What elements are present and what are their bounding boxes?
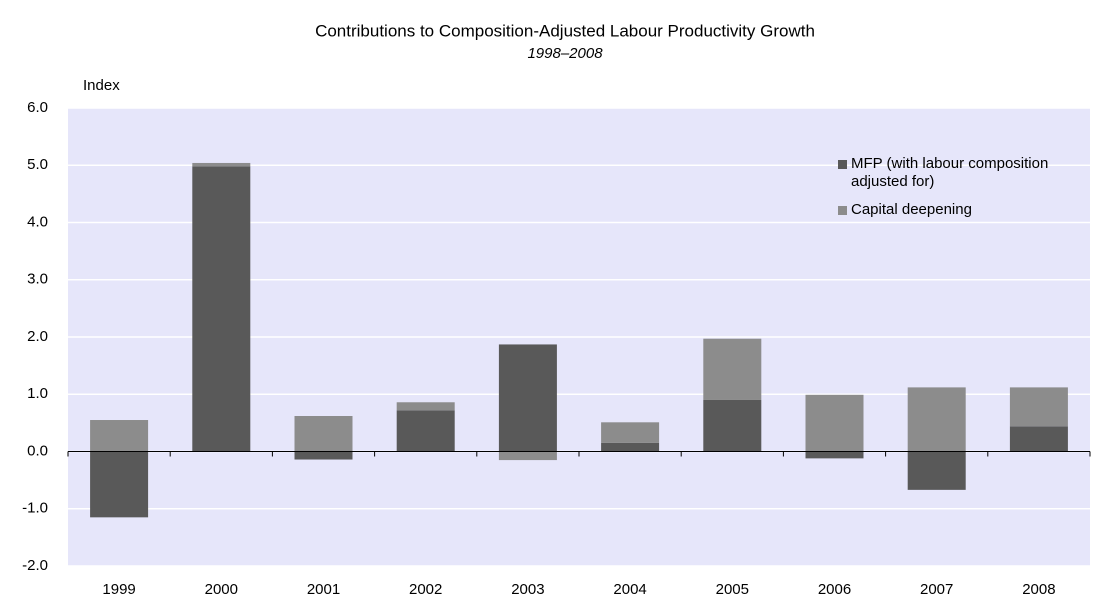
legend-label: Capital deepening	[851, 201, 972, 218]
bar-segment	[498, 451, 557, 461]
y-tick-label: -1.0	[22, 500, 48, 517]
bar-segment	[601, 442, 660, 452]
bar-segment	[90, 420, 149, 452]
legend: MFP (with labour composition adjusted fo…	[838, 155, 1068, 229]
bar-segment	[805, 394, 864, 452]
x-tick-label: 2002	[409, 581, 442, 598]
legend-swatch	[838, 206, 847, 215]
legend-item: Capital deepening	[838, 201, 1068, 219]
y-tick-label: -2.0	[22, 557, 48, 574]
x-tick-label: 2001	[307, 581, 340, 598]
bar-segment	[396, 402, 455, 411]
bar-segment	[294, 451, 353, 460]
y-tick-label: 4.0	[27, 213, 48, 230]
legend-swatch	[838, 160, 847, 169]
legend-label: MFP (with labour composition adjusted fo…	[851, 155, 1049, 190]
bar-segment	[703, 338, 762, 400]
y-tick-label: 0.0	[27, 442, 48, 459]
y-tick-label: 5.0	[27, 156, 48, 173]
y-tick-label: 6.0	[27, 99, 48, 116]
x-tick-label: 2008	[1022, 581, 1055, 598]
bar-segment	[192, 166, 251, 452]
bar-segment	[907, 387, 966, 452]
bar-segment	[90, 451, 149, 518]
x-tick-label: 2004	[613, 581, 646, 598]
bar-segment	[498, 344, 557, 452]
x-tick-label: 2006	[818, 581, 851, 598]
x-tick-label: 2000	[205, 581, 238, 598]
bar-segment	[396, 410, 455, 452]
y-axis-label: Index	[83, 77, 120, 94]
y-tick-label: 3.0	[27, 271, 48, 288]
x-tick-label: 2003	[511, 581, 544, 598]
chart-title: Contributions to Composition-Adjusted La…	[315, 21, 815, 40]
chart-subtitle: 1998–2008	[527, 45, 603, 62]
x-tick-label: 2007	[920, 581, 953, 598]
legend-item: MFP (with labour composition adjusted fo…	[838, 155, 1068, 191]
bar-segment	[1009, 387, 1068, 427]
bar-segment	[703, 399, 762, 452]
bar-segment	[294, 416, 353, 452]
bar-segment	[1009, 426, 1068, 452]
bar-segment	[601, 422, 660, 443]
x-tick-label: 1999	[102, 581, 135, 598]
y-tick-label: 2.0	[27, 328, 48, 345]
y-tick-label: 1.0	[27, 385, 48, 402]
bar-segment	[907, 451, 966, 490]
bar-segment	[805, 451, 864, 459]
bar-segment	[192, 162, 251, 167]
x-tick-label: 2005	[716, 581, 749, 598]
